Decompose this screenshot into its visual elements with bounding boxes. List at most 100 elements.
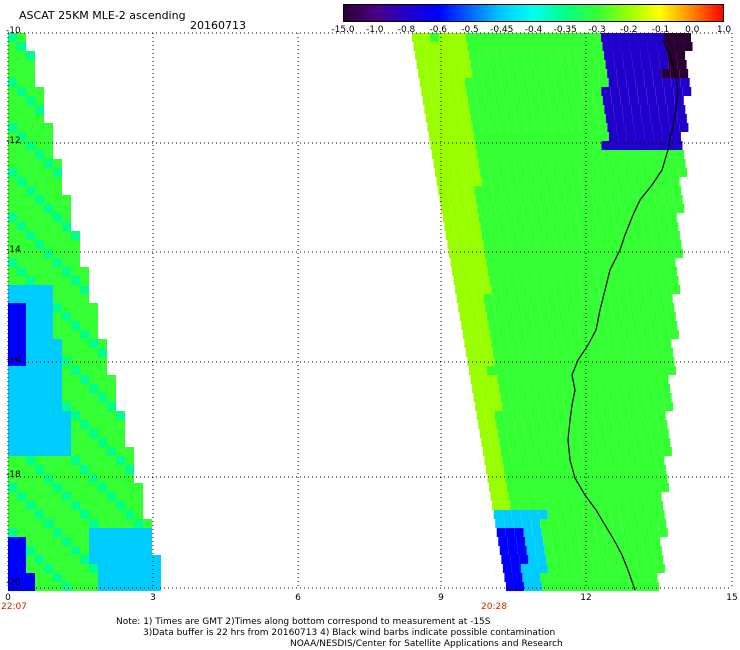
swath-cell bbox=[431, 96, 441, 105]
swath-cell bbox=[89, 429, 98, 438]
swath-cell bbox=[639, 150, 649, 159]
swath-cell bbox=[559, 105, 569, 114]
swath-cell bbox=[589, 438, 599, 447]
swath-cell bbox=[532, 159, 542, 168]
swath-cell bbox=[17, 42, 26, 51]
swath-cell bbox=[619, 456, 629, 465]
swath-cell bbox=[661, 231, 671, 240]
swath-cell bbox=[80, 465, 89, 474]
swath-cell bbox=[451, 213, 461, 222]
swath-cell bbox=[62, 411, 71, 420]
swath-cell bbox=[653, 132, 663, 141]
swath-cell bbox=[26, 258, 35, 267]
swath-cell bbox=[26, 177, 35, 186]
swath-cell bbox=[523, 474, 533, 483]
swath-cell bbox=[580, 438, 590, 447]
swath-cell bbox=[578, 267, 588, 276]
swath-cell bbox=[649, 420, 659, 429]
swath-cell bbox=[71, 375, 80, 384]
swath-cell bbox=[651, 330, 661, 339]
swath-cell bbox=[537, 348, 547, 357]
swath-cell bbox=[53, 222, 62, 231]
swath-cell bbox=[450, 204, 460, 213]
swath-cell bbox=[412, 33, 421, 42]
swath-cell bbox=[498, 276, 508, 285]
swath-cell bbox=[642, 330, 652, 339]
swath-cell bbox=[445, 69, 455, 78]
swath-cell bbox=[107, 474, 116, 483]
swath-cell bbox=[89, 564, 98, 573]
swath-cell bbox=[8, 168, 17, 177]
swath-cell bbox=[515, 429, 525, 438]
note-line-1: Note: 1) Times are GMT 2)Times along bot… bbox=[116, 617, 491, 627]
swath-cell bbox=[35, 375, 44, 384]
swath-cell bbox=[62, 195, 71, 204]
swath-cell bbox=[622, 582, 632, 591]
swath-cell bbox=[632, 375, 642, 384]
swath-cell bbox=[459, 150, 469, 159]
swath-cell bbox=[583, 510, 593, 519]
swath-cell bbox=[564, 501, 574, 510]
swath-cell bbox=[475, 141, 485, 150]
swath-cell bbox=[125, 519, 134, 528]
swath-cell bbox=[444, 168, 454, 177]
swath-cell bbox=[8, 564, 17, 573]
swath-cell bbox=[672, 186, 682, 195]
swath-cell bbox=[413, 42, 423, 51]
swath-cell bbox=[669, 276, 679, 285]
swath-cell bbox=[639, 312, 649, 321]
swath-cell bbox=[626, 78, 636, 87]
swath-cell bbox=[71, 510, 80, 519]
swath-cell bbox=[548, 96, 558, 105]
swath-cell bbox=[62, 357, 71, 366]
swath-cell bbox=[116, 411, 125, 420]
swath-cell bbox=[640, 366, 649, 375]
swath-cell bbox=[44, 258, 53, 267]
swath-cell bbox=[477, 312, 487, 321]
swath-cell bbox=[656, 465, 666, 474]
swath-cell bbox=[637, 33, 646, 42]
swath-cell bbox=[53, 249, 62, 258]
swath-cell bbox=[493, 87, 503, 96]
swath-cell bbox=[625, 438, 635, 447]
swath-cell bbox=[530, 411, 540, 420]
swath-cell bbox=[625, 492, 635, 501]
swath-cell bbox=[573, 555, 583, 564]
swath-cell bbox=[535, 384, 545, 393]
swath-cell bbox=[532, 474, 542, 483]
swath-cell bbox=[657, 204, 667, 213]
swath-cell bbox=[425, 60, 435, 69]
swath-cell bbox=[98, 357, 107, 366]
swath-cell bbox=[35, 537, 44, 546]
swath-cell bbox=[493, 456, 503, 465]
swath-cell bbox=[570, 483, 580, 492]
swath-cell bbox=[514, 51, 524, 60]
swath-cell bbox=[531, 519, 541, 528]
swath-cell bbox=[8, 87, 17, 96]
swath-cell bbox=[17, 447, 26, 456]
swath-cell bbox=[644, 132, 654, 141]
swath-cell bbox=[71, 528, 80, 537]
swath-cell bbox=[570, 330, 580, 339]
swath-cell bbox=[44, 222, 53, 231]
swath-cell bbox=[71, 294, 80, 303]
swath-cell bbox=[565, 33, 574, 42]
swath-cell bbox=[634, 177, 644, 186]
swath-cell bbox=[455, 285, 465, 294]
swath-cell bbox=[485, 303, 495, 312]
swath-cell bbox=[637, 141, 647, 150]
swath-cell bbox=[607, 384, 617, 393]
swath-cell bbox=[17, 402, 26, 411]
swath-cell bbox=[509, 132, 519, 141]
swath-cell bbox=[514, 474, 524, 483]
swath-cell bbox=[566, 303, 576, 312]
swath-cell bbox=[557, 42, 567, 51]
swath-cell bbox=[541, 474, 551, 483]
swath-cell bbox=[616, 177, 626, 186]
swath-cell bbox=[619, 249, 629, 258]
swath-cell bbox=[563, 78, 573, 87]
swath-cell bbox=[89, 510, 98, 519]
swath-cell bbox=[608, 339, 618, 348]
swath-cell bbox=[598, 69, 608, 78]
swath-cell bbox=[531, 258, 541, 267]
